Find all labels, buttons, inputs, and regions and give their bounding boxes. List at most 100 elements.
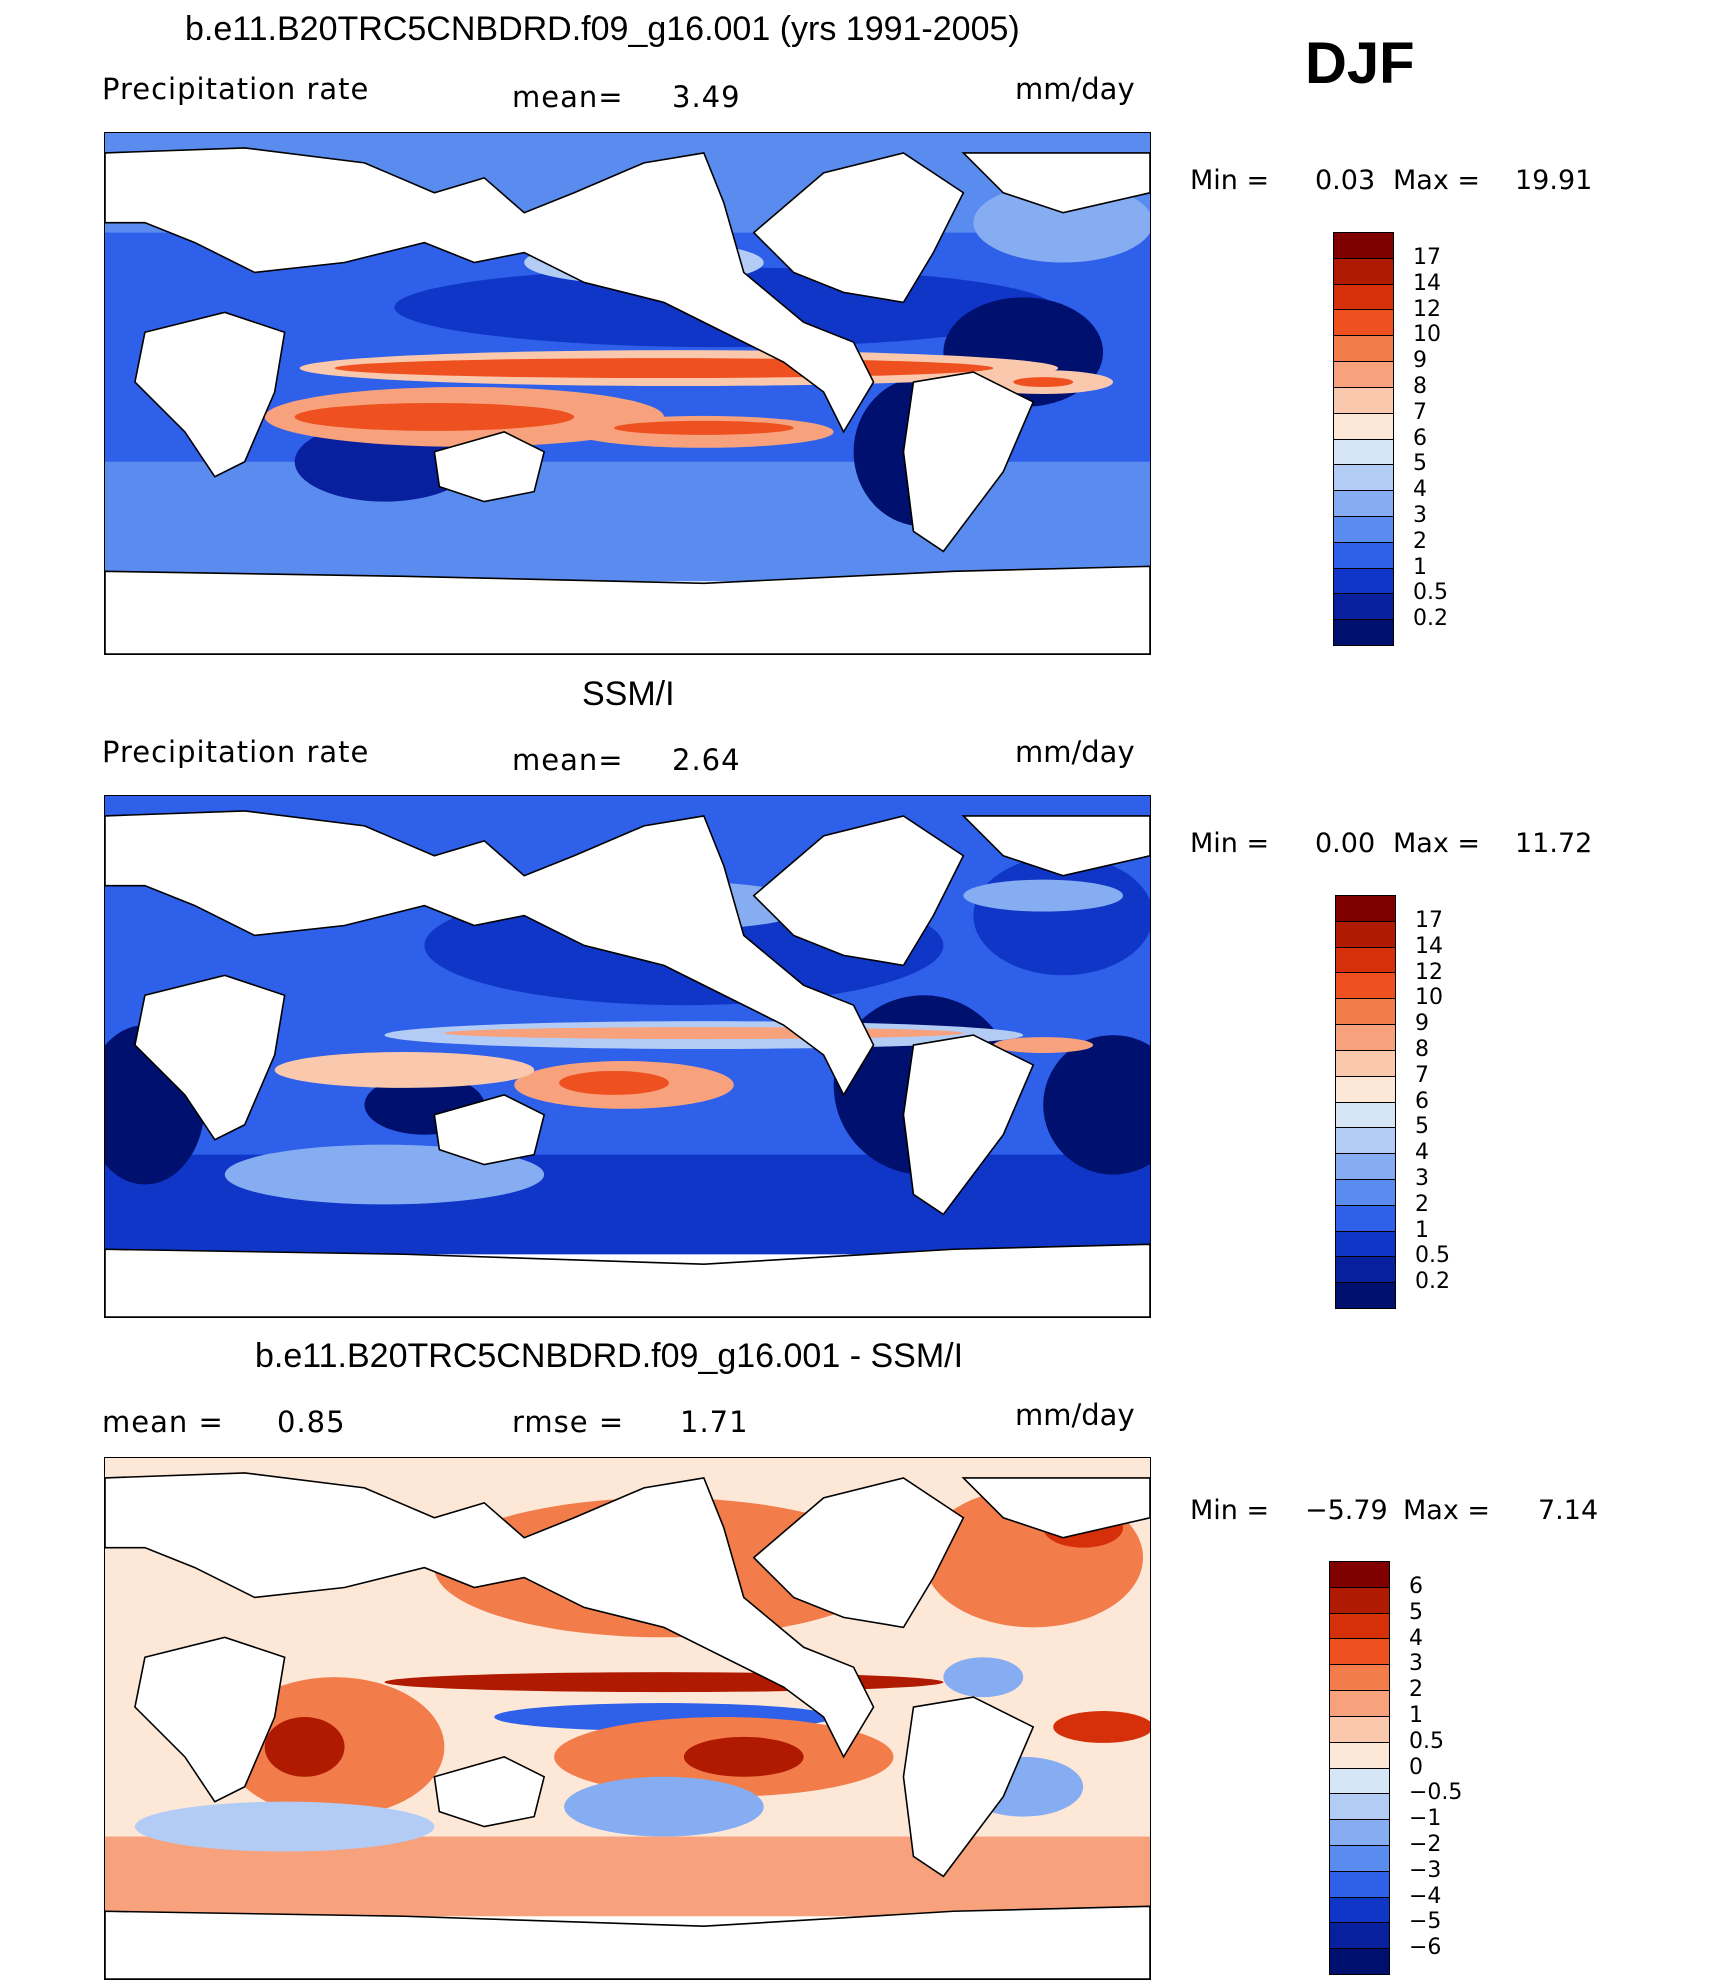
colorbar-tick-label: 0 bbox=[1409, 1754, 1423, 1780]
colorbar-swatch bbox=[1334, 542, 1393, 569]
colorbar-swatch bbox=[1334, 284, 1393, 311]
colorbar-swatch bbox=[1336, 1205, 1395, 1232]
panel3-map bbox=[104, 1457, 1151, 1980]
colorbar-tick-label: 1 bbox=[1409, 1702, 1423, 1728]
colorbar-swatch bbox=[1330, 1587, 1389, 1614]
colorbar-tick-label: 4 bbox=[1409, 1625, 1423, 1651]
colorbar-swatch bbox=[1336, 1154, 1395, 1180]
colorbar-swatch bbox=[1330, 1562, 1389, 1588]
colorbar-swatch bbox=[1336, 1102, 1395, 1129]
colorbar-swatch bbox=[1336, 1283, 1395, 1308]
colorbar-swatch bbox=[1334, 233, 1393, 259]
colorbar-swatch bbox=[1334, 491, 1393, 517]
panel3-rmse-value: 1.71 bbox=[680, 1405, 749, 1439]
colorbar-swatch bbox=[1336, 1257, 1395, 1284]
colorbar-tick-label: 3 bbox=[1409, 1651, 1423, 1677]
panel2-colorbar-ticks: 17 14 12 10 9 8 7 6 5 4 3 2 1 0.5 0.2 bbox=[1415, 908, 1450, 1295]
panel3-min-value: −5.79 bbox=[1305, 1495, 1388, 1526]
colorbar-tick-label: 0.2 bbox=[1415, 1269, 1450, 1295]
panel1-colorbar-ticks: 17 14 12 10 9 8 7 6 5 4 3 2 1 0.5 0.2 bbox=[1413, 245, 1448, 632]
panel2-variable-label: Precipitation rate bbox=[102, 735, 370, 769]
panel3-title: b.e11.B20TRC5CNBDRD.f09_g16.001 - SSM/I bbox=[255, 1337, 964, 1375]
colorbar-swatch bbox=[1334, 620, 1393, 645]
colorbar-swatch bbox=[1330, 1794, 1389, 1821]
colorbar-tick-label: 9 bbox=[1413, 348, 1427, 374]
colorbar-swatch bbox=[1330, 1691, 1389, 1717]
panel2-min-label: Min = bbox=[1190, 828, 1270, 859]
panel2-units: mm/day bbox=[1015, 735, 1135, 769]
colorbar-tick-label: 10 bbox=[1415, 985, 1443, 1011]
panel1-variable-label: Precipitation rate bbox=[102, 72, 370, 106]
panel1-title: b.e11.B20TRC5CNBDRD.f09_g16.001 (yrs 199… bbox=[185, 10, 1020, 48]
colorbar-swatch bbox=[1336, 1076, 1395, 1103]
colorbar-swatch bbox=[1336, 947, 1395, 974]
colorbar-swatch bbox=[1336, 1231, 1395, 1258]
colorbar-swatch bbox=[1334, 439, 1393, 466]
colorbar-swatch bbox=[1334, 258, 1393, 285]
colorbar-tick-label: −5 bbox=[1409, 1909, 1442, 1935]
panel2-mean-value: 2.64 bbox=[672, 743, 741, 777]
colorbar-tick-label: 0.5 bbox=[1409, 1728, 1444, 1754]
colorbar-tick-label: −4 bbox=[1409, 1883, 1442, 1909]
panel2-mean-label: mean= bbox=[512, 743, 624, 777]
panel1-max-value: 19.91 bbox=[1515, 165, 1593, 196]
colorbar-swatch bbox=[1330, 1639, 1389, 1666]
colorbar-tick-label: 1 bbox=[1415, 1217, 1429, 1243]
colorbar-tick-label: −3 bbox=[1409, 1857, 1442, 1883]
panel3-colorbar bbox=[1329, 1561, 1390, 1975]
colorbar-tick-label: 7 bbox=[1413, 399, 1427, 425]
colorbar-swatch bbox=[1334, 336, 1393, 363]
colorbar-tick-label: 0.2 bbox=[1413, 606, 1448, 632]
panel1-max-label: Max = bbox=[1393, 165, 1481, 196]
colorbar-swatch bbox=[1334, 568, 1393, 595]
panel2-map bbox=[104, 795, 1151, 1318]
panel1-min-label: Min = bbox=[1190, 165, 1270, 196]
colorbar-tick-label: 2 bbox=[1415, 1191, 1429, 1217]
colorbar-swatch bbox=[1330, 1742, 1389, 1769]
panel2-colorbar bbox=[1335, 895, 1396, 1309]
panel3-min-label: Min = bbox=[1190, 1495, 1270, 1526]
colorbar-tick-label: 17 bbox=[1413, 245, 1441, 270]
colorbar-tick-label: −0.5 bbox=[1409, 1780, 1463, 1806]
colorbar-swatch bbox=[1334, 413, 1393, 440]
colorbar-tick-label: 6 bbox=[1413, 425, 1427, 451]
colorbar-swatch bbox=[1330, 1845, 1389, 1872]
colorbar-swatch bbox=[1330, 1613, 1389, 1640]
colorbar-tick-label: 8 bbox=[1413, 373, 1427, 399]
panel3-colorbar-ticks: 6 5 4 3 2 1 0.5 0 −0.5 −1 −2 −3 −4 −5 −6 bbox=[1409, 1574, 1462, 1961]
colorbar-swatch bbox=[1336, 1179, 1395, 1206]
colorbar-tick-label: 5 bbox=[1409, 1599, 1423, 1625]
colorbar-tick-label: 6 bbox=[1409, 1574, 1423, 1599]
panel3-max-value: 7.14 bbox=[1538, 1495, 1599, 1526]
panel1-mean-value: 3.49 bbox=[672, 80, 741, 114]
season-label: DJF bbox=[1305, 31, 1415, 96]
colorbar-swatch bbox=[1330, 1820, 1389, 1846]
panel1-colorbar bbox=[1333, 232, 1394, 646]
colorbar-tick-label: 5 bbox=[1415, 1114, 1429, 1140]
colorbar-tick-label: 3 bbox=[1413, 502, 1427, 528]
colorbar-swatch bbox=[1336, 1050, 1395, 1077]
colorbar-tick-label: 10 bbox=[1413, 322, 1441, 348]
colorbar-swatch bbox=[1336, 973, 1395, 1000]
colorbar-tick-label: 4 bbox=[1415, 1140, 1429, 1166]
colorbar-tick-label: −6 bbox=[1409, 1935, 1442, 1961]
colorbar-swatch bbox=[1336, 896, 1395, 922]
colorbar-tick-label: 14 bbox=[1413, 270, 1441, 296]
colorbar-swatch bbox=[1330, 1665, 1389, 1692]
panel1-min-value: 0.03 bbox=[1315, 165, 1376, 196]
colorbar-tick-label: 8 bbox=[1415, 1036, 1429, 1062]
colorbar-tick-label: 0.5 bbox=[1413, 580, 1448, 606]
colorbar-swatch bbox=[1334, 362, 1393, 388]
colorbar-tick-label: 6 bbox=[1415, 1088, 1429, 1114]
colorbar-swatch bbox=[1336, 1128, 1395, 1155]
colorbar-swatch bbox=[1334, 310, 1393, 337]
colorbar-tick-label: 12 bbox=[1415, 959, 1443, 985]
panel2-max-value: 11.72 bbox=[1515, 828, 1593, 859]
colorbar-tick-label: 17 bbox=[1415, 908, 1443, 933]
panel3-mean-label: mean = bbox=[102, 1405, 224, 1439]
panel1-units: mm/day bbox=[1015, 72, 1135, 106]
colorbar-tick-label: 1 bbox=[1413, 554, 1427, 580]
panel3-mean-value: 0.85 bbox=[277, 1405, 346, 1439]
colorbar-swatch bbox=[1330, 1871, 1389, 1898]
colorbar-tick-label: 9 bbox=[1415, 1011, 1429, 1037]
